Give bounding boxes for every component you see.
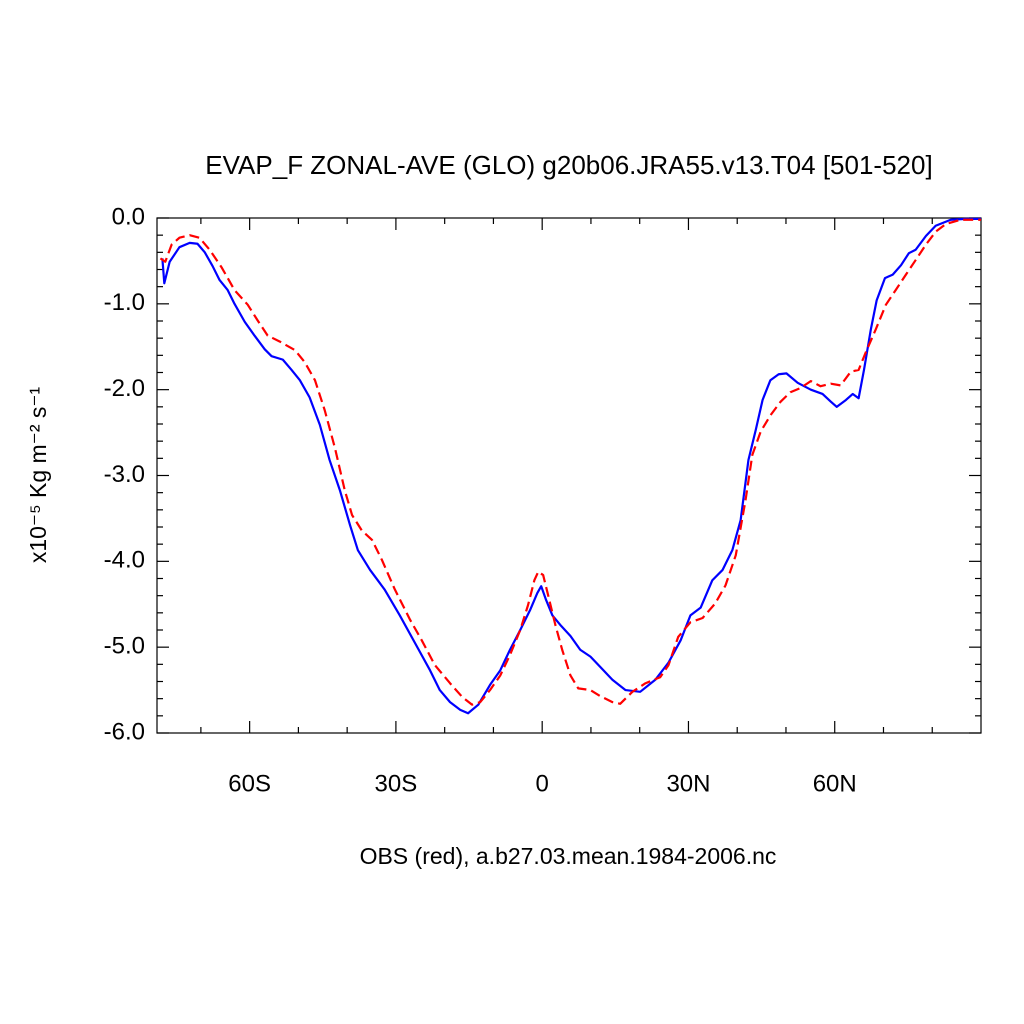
chart-title: EVAP_F ZONAL-AVE (GLO) g20b06.JRA55.v13.… xyxy=(205,150,932,180)
x-tick-label: 60N xyxy=(813,770,857,797)
y-axis-label: x10⁻⁵ Kg m⁻² s⁻¹ xyxy=(25,387,51,564)
x-axis-label: OBS (red), a.b27.03.mean.1984-2006.nc xyxy=(360,843,777,869)
plot-frame xyxy=(156,217,982,734)
x-tick-label: 0 xyxy=(536,770,549,797)
y-tick-label: -1.0 xyxy=(104,289,145,316)
data-line xyxy=(161,217,981,715)
y-tick-label: -5.0 xyxy=(104,633,145,660)
y-tick-label: -6.0 xyxy=(104,718,145,745)
y-tick-label: -2.0 xyxy=(104,375,145,402)
y-tick-label: 0.0 xyxy=(112,203,145,230)
x-tick-label: 30S xyxy=(375,770,418,797)
x-tick-label: 30N xyxy=(666,770,710,797)
x-tick-label: 60S xyxy=(228,770,271,797)
y-tick-label: -3.0 xyxy=(104,461,145,488)
y-tick-label: -4.0 xyxy=(104,547,145,574)
data-line xyxy=(159,218,981,706)
